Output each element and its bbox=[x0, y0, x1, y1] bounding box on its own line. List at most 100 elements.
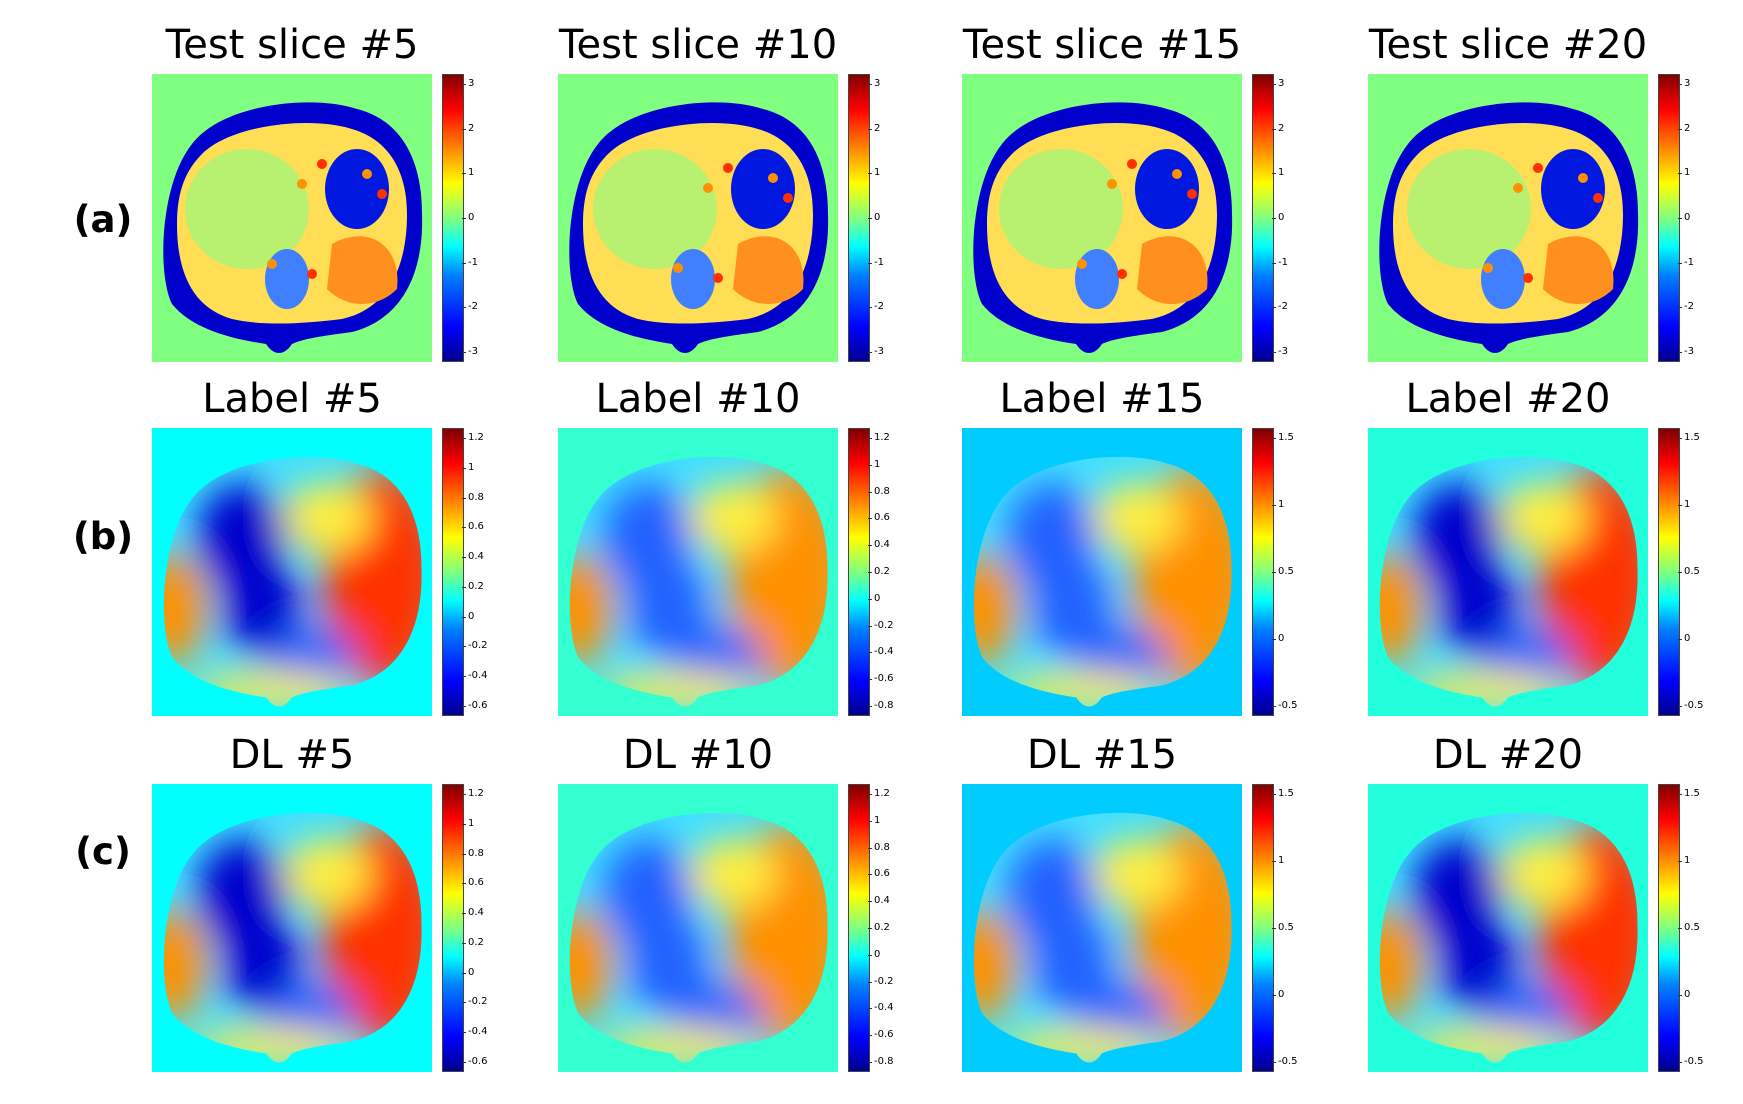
colorbar-ticks: 1.2 1 0.8 0.6 0.4 0.2 0 -0.2 -0.4 -0.6 -0.8 bbox=[867, 784, 934, 1072]
colorbar-tick-label: 0.8 bbox=[868, 485, 890, 497]
liver-region bbox=[1407, 149, 1531, 269]
colorbar-tick-label: -0.2 bbox=[868, 619, 894, 631]
panel-r2-c3: DL #20 1.5 1 0.5 0 -0.5 bbox=[1368, 730, 1743, 1072]
row-label-b: (b) bbox=[72, 515, 134, 558]
spine-region bbox=[265, 249, 309, 309]
colorbar-tick-label: 0 bbox=[1677, 212, 1691, 223]
colorbar-tick-label: -2 bbox=[462, 301, 478, 313]
colorbar-tick-label: 0.4 bbox=[868, 539, 890, 551]
panel-title: Label #20 bbox=[1405, 376, 1611, 422]
colorbar-tick-label: 1.5 bbox=[1678, 788, 1700, 799]
phase-map-image bbox=[558, 74, 838, 362]
colorbar-tick-label: 1 bbox=[1271, 855, 1285, 866]
panel-title: Label #15 bbox=[999, 376, 1205, 422]
tissue-spot bbox=[1077, 259, 1087, 269]
stomach-region bbox=[1541, 149, 1605, 229]
colorbar-tick-label: 0.6 bbox=[868, 868, 890, 880]
colorbar bbox=[1252, 784, 1274, 1072]
colorbar-tick-label: 0.6 bbox=[462, 521, 484, 533]
panel-r2-c1: DL #10 1.2 1 0.8 0.6 0.4 0.2 0 -0.2 -0.4 -0.6 -0.8 bbox=[558, 730, 998, 1072]
colorbar-tick-label: 1 bbox=[1271, 499, 1285, 510]
colorbar-tick-label: 0.8 bbox=[462, 491, 484, 503]
tissue-spot bbox=[723, 163, 733, 173]
stomach-region bbox=[1135, 149, 1199, 229]
row-label-a: (a) bbox=[73, 198, 133, 241]
colorbar-tick-label: 0 bbox=[461, 212, 475, 223]
panel-r0-c1: Test slice #10 3 2 1 0 -1 -2 -3 bbox=[558, 20, 998, 362]
colorbar-tick-label: 1.5 bbox=[1272, 432, 1294, 443]
tissue-spot bbox=[1523, 273, 1533, 283]
colorbar-tick-label: 0.5 bbox=[1272, 922, 1294, 933]
colorbar-tick-label: 1.2 bbox=[868, 432, 890, 443]
field-map-image bbox=[962, 428, 1242, 716]
field-map-image bbox=[558, 784, 838, 1072]
colorbar-tick-label: -0.4 bbox=[462, 670, 488, 682]
colorbar-tick-label: -3 bbox=[1678, 346, 1694, 357]
colorbar-tick-label: 1 bbox=[461, 461, 475, 473]
colorbar bbox=[848, 784, 870, 1072]
colorbar-tick-label: 1 bbox=[1271, 167, 1285, 179]
tissue-spot bbox=[673, 263, 683, 273]
colorbar-tick-label: 0.4 bbox=[868, 895, 890, 907]
colorbar bbox=[1252, 428, 1274, 716]
colorbar-tick-label: 0 bbox=[1677, 989, 1691, 1000]
panel-r1-c2: Label #15 1.5 1 0.5 0 -0.5 bbox=[962, 374, 1402, 716]
panel-title: DL #20 bbox=[1432, 732, 1584, 778]
colorbar-tick-label: 0.2 bbox=[462, 580, 484, 592]
colorbar-tick-label: 1 bbox=[867, 458, 881, 470]
colorbar-ticks: 1.2 1 0.8 0.6 0.4 0.2 0 -0.2 -0.4 -0.6 bbox=[461, 428, 528, 716]
tissue-spot bbox=[783, 193, 793, 203]
colorbar bbox=[1658, 74, 1680, 362]
colorbar-tick-label: 0 bbox=[867, 592, 881, 604]
colorbar-tick-label: -3 bbox=[1272, 346, 1288, 357]
colorbar-tick-label: 0 bbox=[1271, 633, 1285, 644]
tissue-spot bbox=[1513, 183, 1523, 193]
colorbar-tick-label: 0 bbox=[867, 948, 881, 960]
colorbar-tick-label: -0.4 bbox=[462, 1026, 488, 1038]
colorbar-tick-label: 3 bbox=[1271, 78, 1285, 89]
panel-r1-c1: Label #10 1.2 1 0.8 0.6 0.4 0.2 0 -0.2 -0.4 -0.6 -0… bbox=[558, 374, 998, 716]
colorbar-tick-label: 2 bbox=[461, 122, 475, 134]
tissue-spot bbox=[713, 273, 723, 283]
colorbar-tick-label: -1 bbox=[1272, 256, 1288, 268]
colorbar-tick-label: -1 bbox=[462, 256, 478, 268]
colorbar-tick-label: -0.5 bbox=[1678, 1056, 1704, 1067]
colorbar-tick-label: -0.2 bbox=[868, 975, 894, 987]
colorbar-tick-label: 0.6 bbox=[868, 512, 890, 524]
colorbar-ticks: 1.2 1 0.8 0.6 0.4 0.2 0 -0.2 -0.4 -0.6 bbox=[461, 784, 528, 1072]
colorbar-ticks: 3 2 1 0 -1 -2 -3 bbox=[867, 74, 934, 362]
panel-title: Test slice #5 bbox=[165, 22, 419, 68]
colorbar-tick-label: 0.5 bbox=[1272, 566, 1294, 577]
colorbar-tick-label: -1 bbox=[1678, 256, 1694, 268]
colorbar bbox=[442, 784, 464, 1072]
tissue-spot bbox=[1107, 179, 1117, 189]
tissue-spot bbox=[267, 259, 277, 269]
colorbar-tick-label: 0.6 bbox=[462, 877, 484, 889]
colorbar-tick-label: 2 bbox=[1271, 122, 1285, 134]
tissue-spot bbox=[1117, 269, 1127, 279]
spine-region bbox=[1075, 249, 1119, 309]
panel-title: Test slice #15 bbox=[962, 22, 1242, 68]
colorbar bbox=[442, 74, 464, 362]
tissue-spot bbox=[1127, 159, 1137, 169]
colorbar bbox=[1252, 74, 1274, 362]
colorbar-tick-label: 1.2 bbox=[868, 788, 890, 799]
colorbar-tick-label: 0.8 bbox=[462, 847, 484, 859]
colorbar-tick-label: 0.8 bbox=[868, 841, 890, 853]
field-map-image bbox=[1368, 428, 1648, 716]
liver-region bbox=[999, 149, 1123, 269]
colorbar-tick-label: 0 bbox=[867, 212, 881, 223]
colorbar-tick-label: 2 bbox=[1677, 122, 1691, 134]
panel-r2-c2: DL #15 1.5 1 0.5 0 -0.5 bbox=[962, 730, 1402, 1072]
colorbar-tick-label: 1.5 bbox=[1272, 788, 1294, 799]
spleen-region bbox=[1543, 236, 1614, 304]
colorbar-tick-label: -0.8 bbox=[868, 700, 894, 711]
colorbar-tick-label: 0.5 bbox=[1678, 922, 1700, 933]
field-map-image bbox=[962, 784, 1242, 1072]
tissue-spot bbox=[1187, 189, 1197, 199]
field-map-image bbox=[558, 428, 838, 716]
colorbar-tick-label: -0.5 bbox=[1272, 1056, 1298, 1067]
tissue-spot bbox=[297, 179, 307, 189]
colorbar-tick-label: -1 bbox=[868, 256, 884, 268]
colorbar-tick-label: -0.5 bbox=[1272, 700, 1298, 711]
